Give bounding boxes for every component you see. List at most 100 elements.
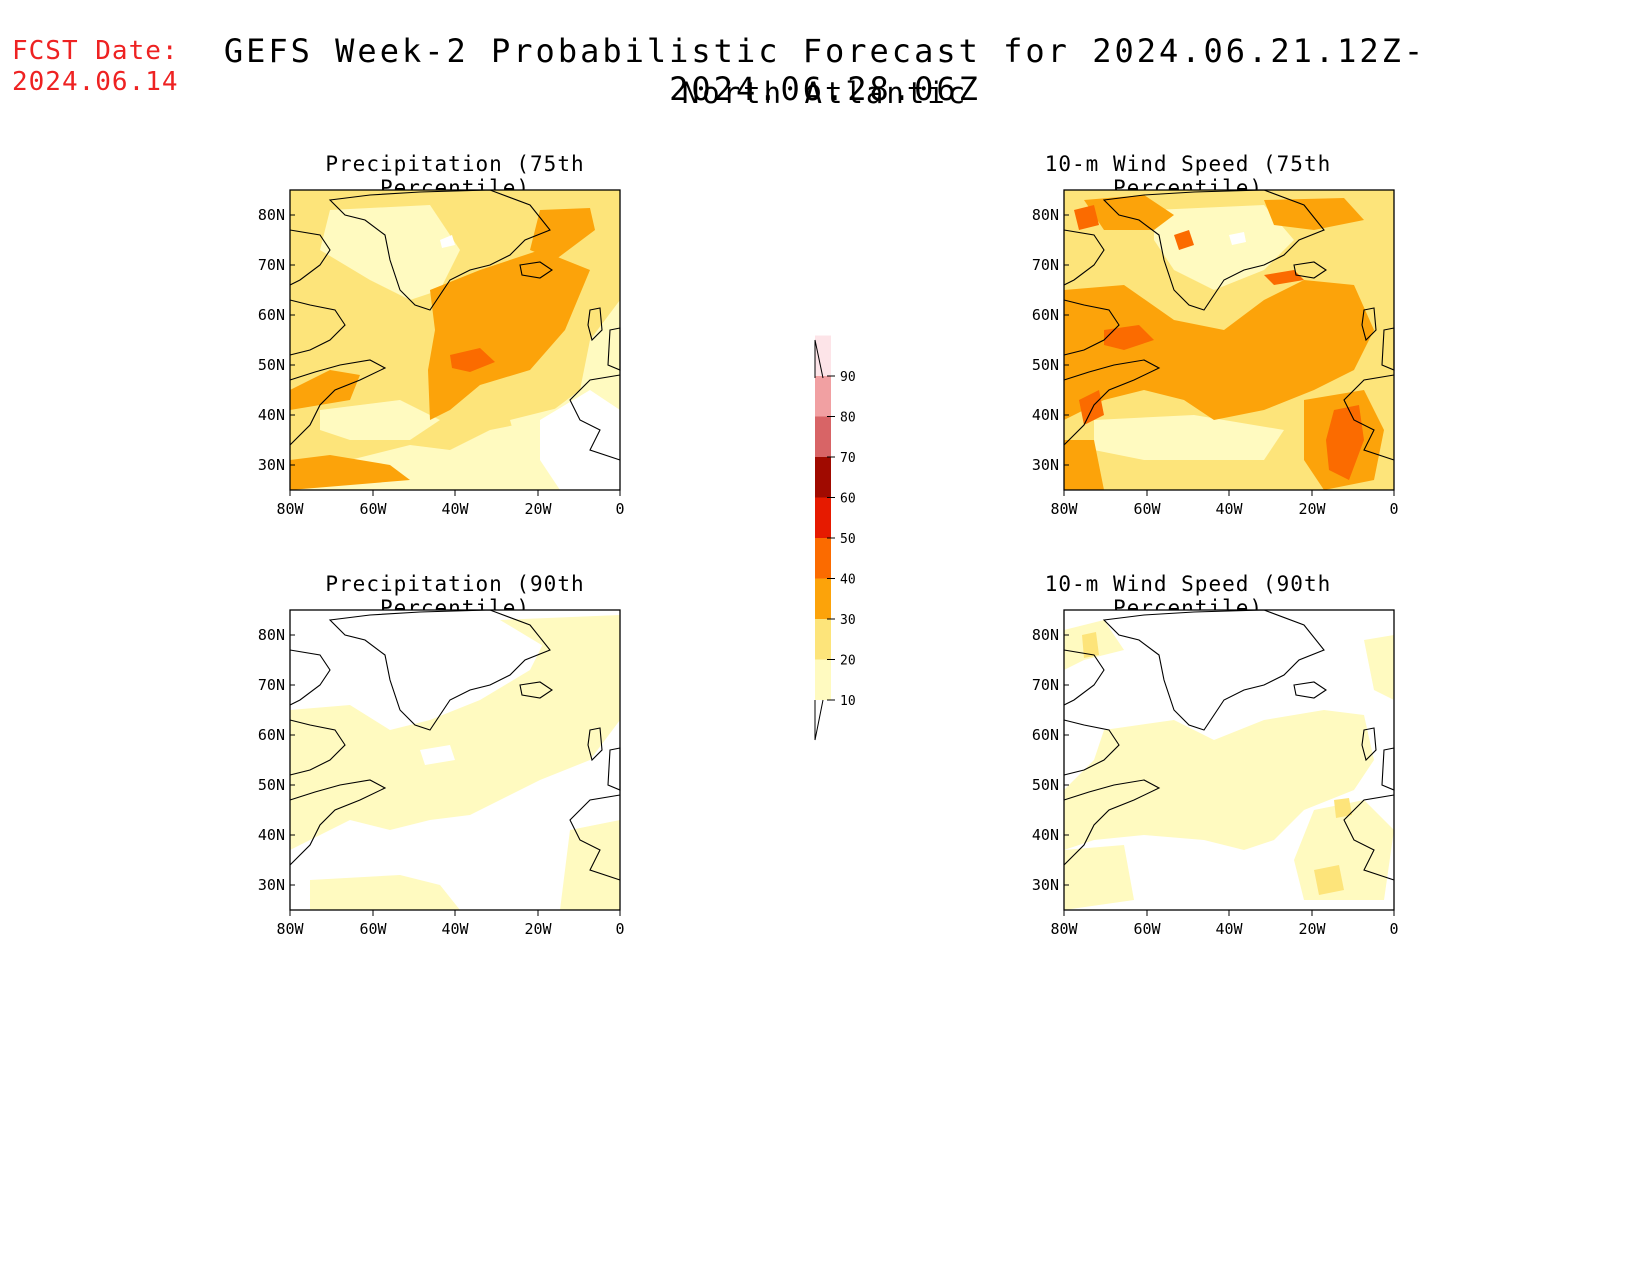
lon-label: 60W — [359, 500, 387, 518]
page-title: GEFS Week-2 Probabilistic Forecast for 2… — [223, 32, 1427, 108]
map-axes: 80N 70N 60N 50N 40N 30N 80W 60W 40W 20W 0 — [1032, 206, 1399, 518]
coastline — [289, 609, 621, 881]
contour-30 — [290, 455, 410, 490]
contour-40 — [1326, 405, 1364, 480]
lon-label: 0 — [1389, 920, 1398, 938]
lon-label: 20W — [1298, 500, 1326, 518]
contour-40 — [1079, 390, 1104, 425]
map-axes: 80N 70N 60N 50N 40N 30N 80W 60W 40W 20W 0 — [258, 206, 625, 518]
lat-label: 30N — [258, 456, 285, 474]
contour-40 — [1264, 270, 1304, 285]
contour-20 — [1314, 865, 1344, 895]
contour-10 — [320, 205, 460, 300]
colorbar-swatch — [815, 578, 831, 619]
contour-10 — [1064, 845, 1134, 910]
lat-label: 30N — [1032, 456, 1059, 474]
contour-30 — [1064, 440, 1104, 490]
lon-label: 0 — [615, 500, 624, 518]
lon-label: 80W — [1050, 920, 1078, 938]
lat-label: 60N — [258, 726, 285, 744]
lon-label: 80W — [1050, 500, 1078, 518]
contour-10 — [1094, 415, 1284, 460]
lat-label: 70N — [258, 676, 285, 694]
lat-label: 30N — [258, 876, 285, 894]
colorbar: 10 20 30 40 50 60 70 80 90 — [814, 335, 856, 741]
lat-label: 70N — [1032, 256, 1059, 274]
contour-30 — [530, 208, 595, 260]
forecast-date-block: FCST Date: 2024.06.14 — [12, 36, 179, 98]
lat-label: 80N — [1032, 626, 1059, 644]
colorbar-swatch — [815, 376, 831, 417]
contour-10 — [1064, 710, 1374, 850]
colorbar-swatch — [815, 619, 831, 660]
lat-label: 40N — [258, 826, 285, 844]
colorbar-swatch — [815, 416, 831, 457]
contour-20 — [1334, 798, 1352, 818]
panel-title-precip75: Precipitation (75th Percentile) — [325, 152, 585, 200]
colorbar-top-triangle — [814, 339, 824, 379]
contour-30 — [290, 370, 360, 410]
lat-label: 50N — [1032, 776, 1059, 794]
contour-30 — [1084, 195, 1174, 230]
lon-label: 60W — [1133, 500, 1161, 518]
colorbar-label: 40 — [840, 573, 856, 588]
colorbar-swatches — [815, 335, 831, 700]
lat-label: 40N — [1032, 826, 1059, 844]
contour-none — [440, 235, 455, 248]
lat-label: 50N — [1032, 356, 1059, 374]
lat-label: 80N — [258, 626, 285, 644]
fcst-date-value: 2024.06.14 — [12, 67, 179, 97]
colorbar-label: 90 — [840, 370, 856, 385]
colorbar-label: 50 — [840, 532, 856, 547]
contour-none — [540, 390, 620, 490]
colorbar-bottom-triangle — [814, 699, 824, 741]
lat-label: 60N — [1032, 726, 1059, 744]
contour-10 — [310, 875, 460, 910]
contour-10 — [1154, 205, 1294, 290]
colorbar-label: 60 — [840, 492, 856, 507]
contour-30 — [1064, 280, 1374, 420]
lon-label: 20W — [524, 920, 552, 938]
map-precip75 — [289, 189, 621, 491]
contour-10 — [320, 400, 440, 440]
lon-label: 0 — [1389, 500, 1398, 518]
lon-label: 0 — [615, 920, 624, 938]
lon-label: 20W — [524, 500, 552, 518]
page-subtitle: North Atlantic — [681, 76, 969, 110]
colorbar-swatch — [815, 497, 831, 538]
contour-none — [1229, 232, 1246, 245]
lat-label: 80N — [1032, 206, 1059, 224]
map-axes: 80N 70N 60N 50N 40N 30N 80W 60W 40W 20W 0 — [258, 626, 625, 938]
map-wind90 — [1063, 609, 1395, 911]
contour-10 — [290, 620, 620, 850]
colorbar-swatch — [815, 538, 831, 579]
contour-40 — [1104, 325, 1154, 350]
lon-label: 40W — [441, 920, 469, 938]
lon-label: 40W — [1215, 920, 1243, 938]
colorbar-label: 30 — [840, 613, 856, 628]
fcst-date-label: FCST Date: — [12, 36, 179, 66]
lat-label: 50N — [258, 356, 285, 374]
map-wind75 — [1063, 189, 1395, 491]
colorbar-label: 20 — [840, 654, 856, 669]
colorbar-label: 70 — [840, 451, 856, 466]
colorbar-labels: 10 20 30 40 50 60 70 80 90 — [827, 370, 856, 709]
contour-30 — [428, 250, 590, 420]
lat-label: 50N — [258, 776, 285, 794]
contour-none — [420, 745, 455, 765]
lon-label: 60W — [359, 920, 387, 938]
contour-40 — [1074, 205, 1099, 230]
lon-label: 80W — [276, 920, 304, 938]
map-axes: 80N 70N 60N 50N 40N 30N 80W 60W 40W 20W 0 — [1032, 626, 1399, 938]
lon-label: 60W — [1133, 920, 1161, 938]
colorbar-label: 80 — [840, 411, 856, 426]
contour-30 — [1264, 198, 1364, 230]
lat-label: 40N — [1032, 406, 1059, 424]
contour-40 — [1174, 230, 1194, 250]
contour-10 — [1364, 635, 1394, 700]
colorbar-swatch — [815, 457, 831, 498]
contour-40 — [450, 348, 495, 372]
lon-label: 20W — [1298, 920, 1326, 938]
lat-label: 70N — [1032, 676, 1059, 694]
lat-label: 30N — [1032, 876, 1059, 894]
